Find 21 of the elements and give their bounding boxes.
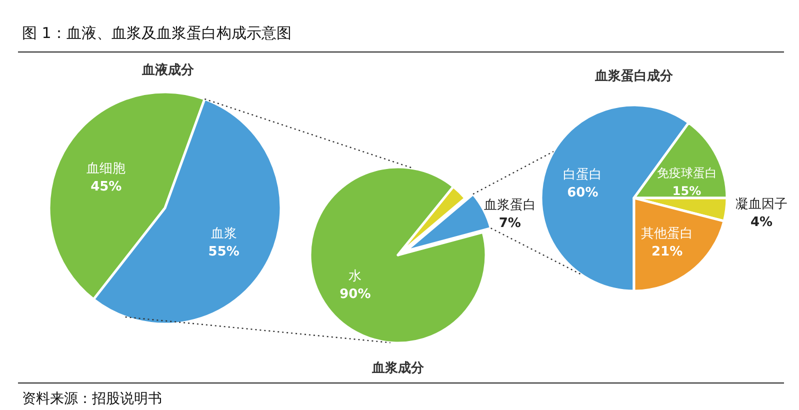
text: 图 1：血液、血浆及血浆蛋白构成示意图	[22, 24, 292, 42]
slice-label: 其他蛋白	[641, 226, 694, 242]
slice-label: 血浆	[210, 226, 237, 242]
chart-title: 血浆蛋白成分	[594, 69, 674, 84]
data-label: 60%	[567, 185, 598, 200]
slice-label: 白蛋白	[563, 167, 602, 182]
text: 资料来源：招股说明书	[22, 391, 162, 407]
data-label: 90%	[340, 286, 371, 302]
slice-label: 免疫球蛋白	[656, 166, 717, 180]
chart-title: 血液成分	[141, 62, 195, 78]
data-label: 4%	[750, 214, 773, 230]
data-label: 7%	[498, 216, 521, 232]
slice-label: 凝血因子	[735, 196, 788, 212]
slice-label: 血细胞	[86, 161, 126, 176]
data-label: 15%	[672, 184, 702, 198]
data-label: 45%	[90, 179, 122, 194]
slice-label: 水	[348, 268, 362, 284]
slice-label: 血浆蛋白	[484, 198, 536, 214]
text: 血浆成分	[371, 361, 425, 376]
data-label: 55%	[208, 244, 240, 260]
data-label: 21%	[652, 244, 683, 260]
